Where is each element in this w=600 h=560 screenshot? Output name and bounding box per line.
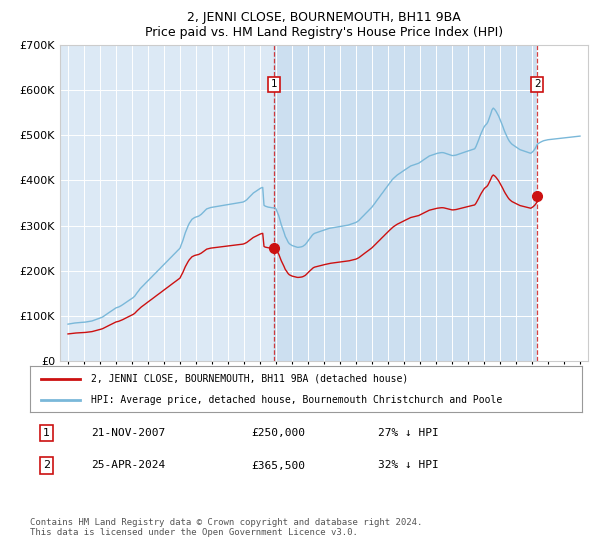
Text: 27% ↓ HPI: 27% ↓ HPI — [378, 428, 439, 438]
Text: 2, JENNI CLOSE, BOURNEMOUTH, BH11 9BA (detached house): 2, JENNI CLOSE, BOURNEMOUTH, BH11 9BA (d… — [91, 374, 408, 384]
Bar — [274, 45, 537, 361]
Text: 21-NOV-2007: 21-NOV-2007 — [91, 428, 165, 438]
Text: Contains HM Land Registry data © Crown copyright and database right 2024.
This d: Contains HM Land Registry data © Crown c… — [30, 518, 422, 538]
Text: 2: 2 — [43, 460, 50, 470]
Text: 2: 2 — [534, 80, 541, 90]
Text: 1: 1 — [43, 428, 50, 438]
Text: £365,500: £365,500 — [251, 460, 305, 470]
Title: 2, JENNI CLOSE, BOURNEMOUTH, BH11 9BA
Price paid vs. HM Land Registry's House Pr: 2, JENNI CLOSE, BOURNEMOUTH, BH11 9BA Pr… — [145, 11, 503, 39]
Bar — [537, 45, 588, 361]
Text: 25-APR-2024: 25-APR-2024 — [91, 460, 165, 470]
Text: £250,000: £250,000 — [251, 428, 305, 438]
Text: 32% ↓ HPI: 32% ↓ HPI — [378, 460, 439, 470]
Text: HPI: Average price, detached house, Bournemouth Christchurch and Poole: HPI: Average price, detached house, Bour… — [91, 395, 502, 405]
Text: 1: 1 — [271, 80, 278, 90]
Bar — [537, 45, 588, 361]
